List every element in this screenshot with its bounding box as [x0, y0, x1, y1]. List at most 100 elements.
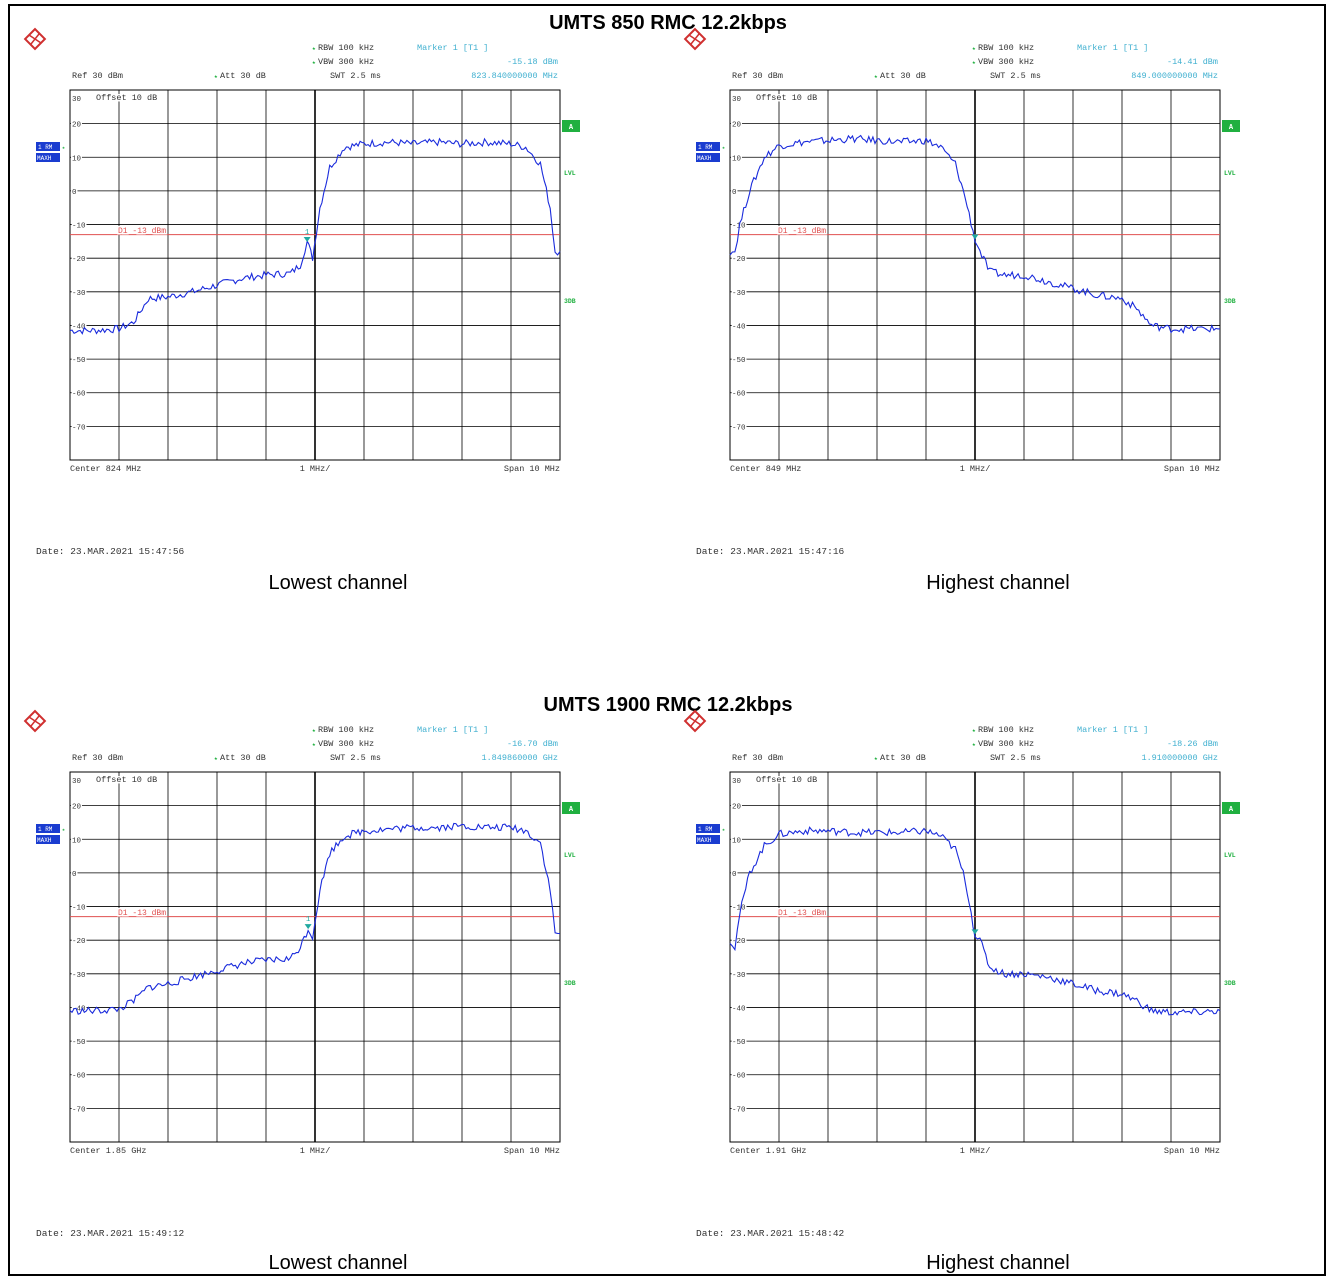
sweep-time: SWT 2.5 ms [990, 753, 1041, 763]
y-tick-label: -20 [732, 256, 746, 264]
vbw-label: VBW 300 kHz [318, 57, 374, 67]
y-tick-label: -20 [732, 938, 746, 946]
logo-mark [688, 715, 702, 727]
y-tick-label: -10 [732, 905, 746, 913]
y-tick-label: -10 [72, 223, 86, 231]
footer-center: Center 824 MHz [70, 464, 141, 474]
y-tick-label: -40 [72, 323, 86, 331]
spectrum-plot-850-high: ★ RBW 100 kHz Marker 1 [T1 ]★ VBW 300 kHz -1… [683, 27, 1240, 557]
y-tick-label: -60 [72, 391, 86, 399]
rs-logo-icon [23, 27, 47, 51]
trace-box-1-label: 1 RM [698, 826, 713, 833]
caption-850-low: Lowest channel [268, 572, 408, 594]
trace-box-star: ★ [722, 827, 725, 833]
trace-box-2-label: MAXH [697, 837, 712, 844]
label-a-box [562, 802, 580, 814]
y-tick-label: 30 [72, 96, 82, 104]
y-tick-label: -50 [732, 357, 746, 365]
marker-frequency: 1.849860000 GHz [481, 753, 558, 763]
footer-span: Span 10 MHz [504, 464, 560, 474]
y-tick-label: 30 [732, 96, 742, 104]
ref-level: Ref 30 dBm [732, 71, 783, 81]
trace-box-2-label: MAXH [37, 837, 52, 844]
marker-frequency: 849.000000000 MHz [1131, 71, 1218, 81]
attenuation: Att 30 dB [220, 71, 266, 81]
y-tick-label: 0 [732, 189, 737, 197]
y-tick-label: -70 [732, 424, 746, 432]
caption-850-high: Highest channel [926, 572, 1070, 594]
att-star: ★ [874, 755, 878, 762]
vbw-star: ★ [312, 59, 316, 66]
y-tick-label: -30 [72, 972, 86, 980]
footer-div: 1 MHz/ [300, 464, 331, 474]
y-tick-label: -20 [72, 938, 86, 946]
marker-triangle [303, 236, 311, 242]
rs-logo-icon [683, 709, 707, 733]
report-frame: UMTS 850 RMC 12.2kbps UMTS 1900 RMC 12.2… [8, 4, 1326, 1276]
trace-box-2 [36, 153, 60, 162]
trace-box-2 [36, 835, 60, 844]
attenuation: Att 30 dB [880, 71, 926, 81]
sweep-time: SWT 2.5 ms [990, 71, 1041, 81]
rbw-label: RBW 100 kHz [318, 43, 374, 53]
y-tick-label: -30 [72, 290, 86, 298]
offset-label: Offset 10 dB [756, 93, 817, 103]
vbw-label: VBW 300 kHz [318, 739, 374, 749]
y-tick-label: -30 [732, 972, 746, 980]
logo-mark [28, 715, 42, 727]
sweep-time: SWT 2.5 ms [330, 753, 381, 763]
y-tick-label: 0 [72, 189, 77, 197]
y-tick-label: -60 [732, 1073, 746, 1081]
y-tick-label: -70 [72, 424, 86, 432]
rbw-star: ★ [972, 727, 976, 734]
trace-box-1-label: 1 RM [38, 144, 53, 151]
y-tick-label: -50 [732, 1039, 746, 1047]
date-stamp: Date: 23.MAR.2021 15:47:16 [696, 546, 845, 557]
y-tick-label: -70 [732, 1106, 746, 1114]
label-lvl: LVL [1224, 170, 1236, 177]
spectrum-plot-1900-high: ★ RBW 100 kHz Marker 1 [T1 ]★ VBW 300 kHz -1… [683, 709, 1240, 1239]
trace-line [69, 137, 561, 335]
footer-center: Center 849 MHz [730, 464, 801, 474]
ref-level: Ref 30 dBm [732, 753, 783, 763]
label-a: A [569, 806, 574, 814]
footer-div: 1 MHz/ [960, 464, 991, 474]
trace-box-1 [696, 824, 720, 833]
y-tick-label: 20 [732, 804, 742, 812]
label-a: A [1229, 124, 1234, 132]
y-tick-label: -40 [732, 323, 746, 331]
y-tick-label: -60 [72, 1073, 86, 1081]
logo-mark [28, 33, 42, 45]
att-star: ★ [214, 755, 218, 762]
section-title-1900: UMTS 1900 RMC 12.2kbps [543, 694, 793, 716]
trace-box-2 [696, 153, 720, 162]
limit-label: D1 -13 dBm [118, 227, 166, 236]
att-star: ★ [874, 73, 878, 80]
label-3db: 3DB [564, 980, 576, 987]
y-tick-label: -50 [72, 357, 86, 365]
footer-span: Span 10 MHz [1164, 1146, 1220, 1156]
vbw-star: ★ [312, 741, 316, 748]
marker-title: Marker 1 [T1 ] [417, 725, 488, 735]
marker-title: Marker 1 [T1 ] [417, 43, 488, 53]
y-tick-label: 20 [72, 122, 82, 130]
offset-label: Offset 10 dB [96, 93, 157, 103]
rbw-star: ★ [312, 727, 316, 734]
trace-box-star: ★ [62, 827, 65, 833]
y-tick-label: 10 [732, 837, 742, 845]
trace-box-1-label: 1 RM [698, 144, 713, 151]
label-lvl: LVL [1224, 852, 1236, 859]
y-tick-label: -70 [72, 1106, 86, 1114]
trace-box-1 [36, 142, 60, 151]
marker-title: Marker 1 [T1 ] [1077, 43, 1148, 53]
marker-triangle [971, 929, 979, 935]
sweep-time: SWT 2.5 ms [330, 71, 381, 81]
footer-div: 1 MHz/ [960, 1146, 991, 1156]
label-a-box [1222, 120, 1240, 132]
y-tick-label: 0 [732, 871, 737, 879]
y-tick-label: 10 [72, 837, 82, 845]
y-tick-label: -40 [72, 1005, 86, 1013]
trace-box-2-label: MAXH [697, 155, 712, 162]
trace-box-star: ★ [62, 145, 65, 151]
label-lvl: LVL [564, 170, 576, 177]
